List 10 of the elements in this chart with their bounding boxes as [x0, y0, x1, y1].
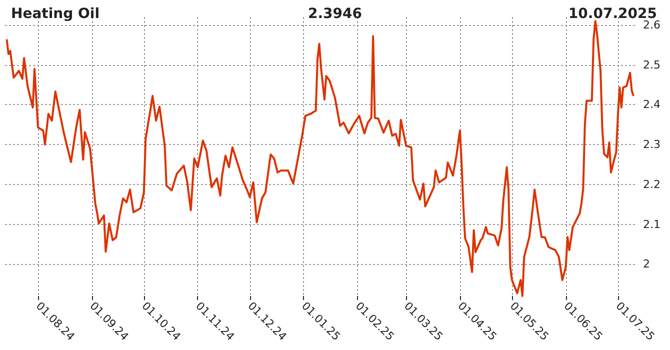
y-tick-label: 2.5	[643, 58, 660, 72]
chart-title: Heating Oil	[11, 6, 100, 22]
y-tick-label: 2.1	[643, 218, 660, 231]
line-series	[6, 20, 635, 297]
y-tick-label: 2.6	[643, 18, 660, 32]
y-tick-label: 2.3	[643, 138, 660, 152]
annotation: 2.3946	[308, 6, 362, 22]
y-tick-label: 2.2	[643, 178, 660, 191]
y-tick-label: 2	[643, 258, 650, 271]
y-tick-label: 2.4	[643, 98, 660, 112]
